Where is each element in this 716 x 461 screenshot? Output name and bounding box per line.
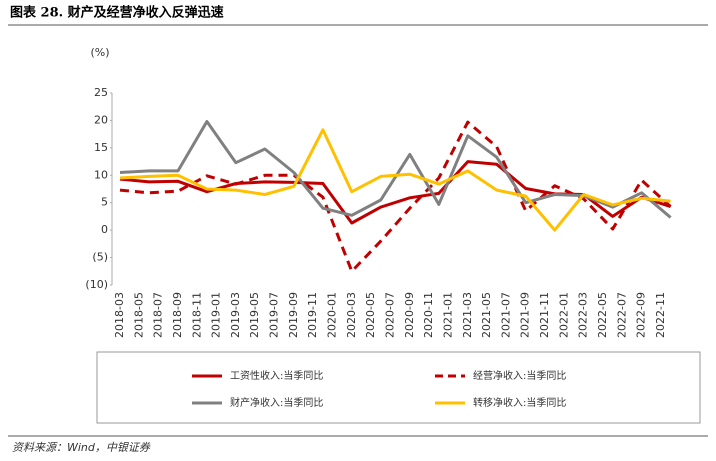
- x-tick-label: 2020-11: [422, 292, 435, 338]
- y-tick-label: (10): [85, 278, 108, 291]
- y-tick-label: 25: [94, 86, 108, 99]
- series-line: [119, 128, 671, 232]
- chart-title: 图表 28. 财产及经营净收入反弹迅速: [10, 5, 224, 21]
- x-tick-label: 2021-11: [538, 292, 551, 338]
- legend-label: 财产净收入:当季同比: [230, 396, 323, 409]
- x-tick-label: 2019-05: [248, 292, 261, 338]
- x-tick-label: 2021-03: [461, 292, 474, 338]
- x-tick-label: 2022-09: [635, 292, 648, 338]
- x-tick-label: 2020-03: [345, 292, 358, 338]
- y-tick-label: 10: [94, 168, 108, 181]
- series-line: [119, 120, 672, 219]
- legend-box: [96, 351, 701, 424]
- x-tick-label: 2019-09: [287, 292, 300, 338]
- x-tick-label: 2020-07: [383, 292, 396, 338]
- x-tick-label: 2022-05: [596, 292, 609, 338]
- x-tick-label: 2018-09: [171, 292, 184, 338]
- legend-label: 工资性收入:当季同比: [230, 369, 323, 382]
- y-tick-label: 5: [101, 196, 108, 209]
- source: 资料来源：Wind，中银证券: [12, 441, 151, 454]
- y-tick-label: (5): [92, 251, 108, 264]
- x-tick-label: 2022-07: [615, 292, 628, 338]
- x-tick-label: 2022-01: [557, 292, 570, 338]
- y-tick-label: 20: [94, 113, 108, 126]
- x-tick-label: 2019-01: [210, 292, 223, 338]
- x-tick-label: 2022-03: [577, 292, 590, 338]
- x-tick-label: 2021-07: [499, 292, 512, 338]
- x-tick-label: 2018-07: [152, 292, 165, 338]
- legend-label: 经营净收入:当季同比: [473, 369, 566, 382]
- x-tick-label: 2019-07: [268, 292, 281, 338]
- x-tick-label: 2019-03: [229, 292, 242, 338]
- x-tick-label: 2021-05: [480, 292, 493, 338]
- x-tick-label: 2021-09: [519, 292, 532, 338]
- x-tick-label: 2020-09: [403, 292, 416, 338]
- legend-label: 转移净收入:当季同比: [473, 396, 566, 409]
- x-tick-label: 2018-11: [190, 292, 203, 338]
- x-tick-label: 2018-05: [132, 292, 145, 338]
- y-axis-label: (%): [90, 46, 109, 59]
- x-tick-label: 2021-01: [441, 292, 454, 338]
- x-tick-label: 2020-05: [364, 292, 377, 338]
- x-tick-label: 2019-11: [306, 292, 319, 338]
- x-tick-label: 2018-03: [113, 292, 126, 338]
- y-tick-label: 15: [94, 141, 108, 154]
- y-tick-label: 0: [101, 223, 108, 236]
- series-line: [119, 160, 672, 225]
- x-tick-label: 2022-11: [654, 292, 667, 338]
- x-tick-label: 2020-01: [326, 292, 339, 338]
